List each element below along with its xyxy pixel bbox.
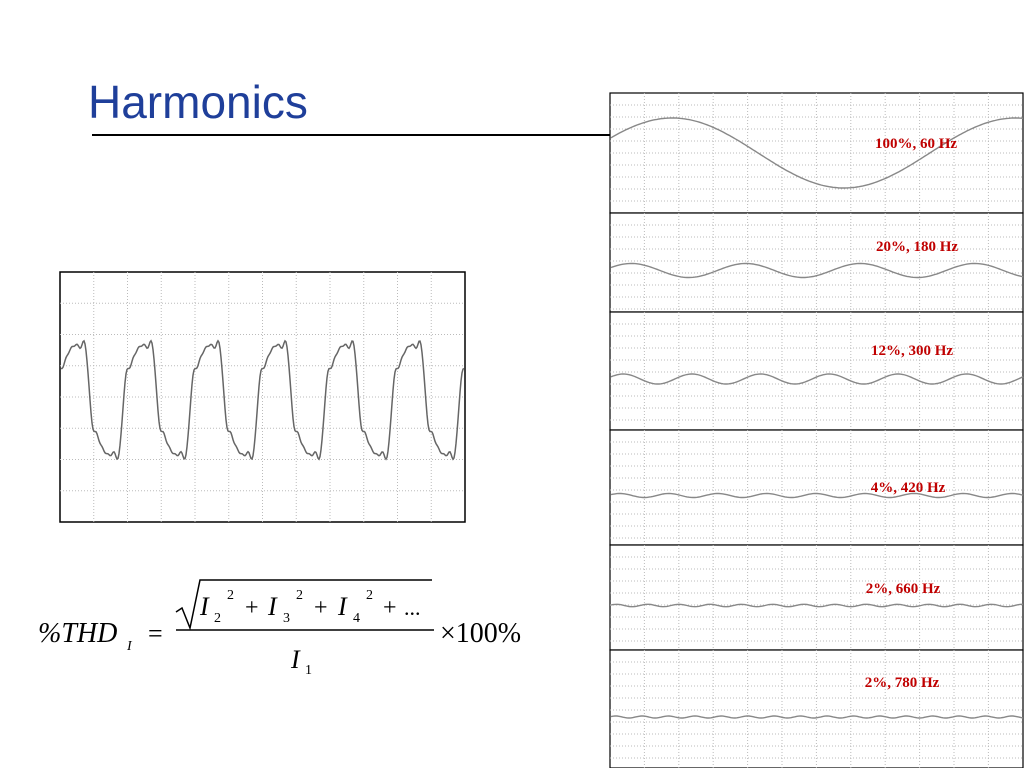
composite-scope [59,271,466,523]
harmonic-label: 20%, 180 Hz [876,239,958,255]
term-sub: 4 [353,611,360,626]
plus: + [383,595,397,621]
harmonic-panels: 100%, 60 Hz 20%, 180 Hz 12%, 300 Hz 4%, 420… [609,92,1024,768]
term-base: I [337,592,348,621]
denominator: I [290,645,301,674]
harmonic-label: 4%, 420 Hz [871,480,946,496]
harmonic-wave [610,715,1024,719]
title: Harmonics [88,76,308,128]
harmonic-wave [610,262,1024,279]
formula-equals: = [148,619,163,648]
formula-lhs: %THD [38,618,117,649]
harmonic-wave [610,117,1024,189]
panel-frame [609,311,1024,431]
ellipsis: ... [404,595,421,620]
term-sub: 2 [214,611,221,626]
denominator-sub: 1 [305,663,312,678]
thd-formula: %THD I = I 2 2 + I 3 2 + I 4 2 + ... I 1… [38,579,521,678]
plus: + [245,595,259,621]
term-sup: 2 [296,588,303,603]
term-base: I [199,592,210,621]
term-sup: 2 [366,588,373,603]
harmonic-label: 2%, 660 Hz [866,581,941,597]
harmonic-wave [610,373,1024,385]
harmonic-wave [610,492,1024,499]
harmonic-wave [610,603,1023,608]
radical [175,579,432,631]
term-base: I [267,592,278,621]
harmonic-label: 100%, 60 Hz [875,136,957,152]
term-sub: 3 [283,611,290,626]
harmonic-label: 12%, 300 Hz [871,343,953,359]
term-sup: 2 [227,588,234,603]
harmonic-label: 2%, 780 Hz [865,675,940,691]
panel-frame [609,649,1024,768]
formula-times: ×100% [440,618,521,649]
plus: + [314,595,328,621]
composite-wave [61,339,465,461]
formula-lhs-sub: I [126,639,133,654]
